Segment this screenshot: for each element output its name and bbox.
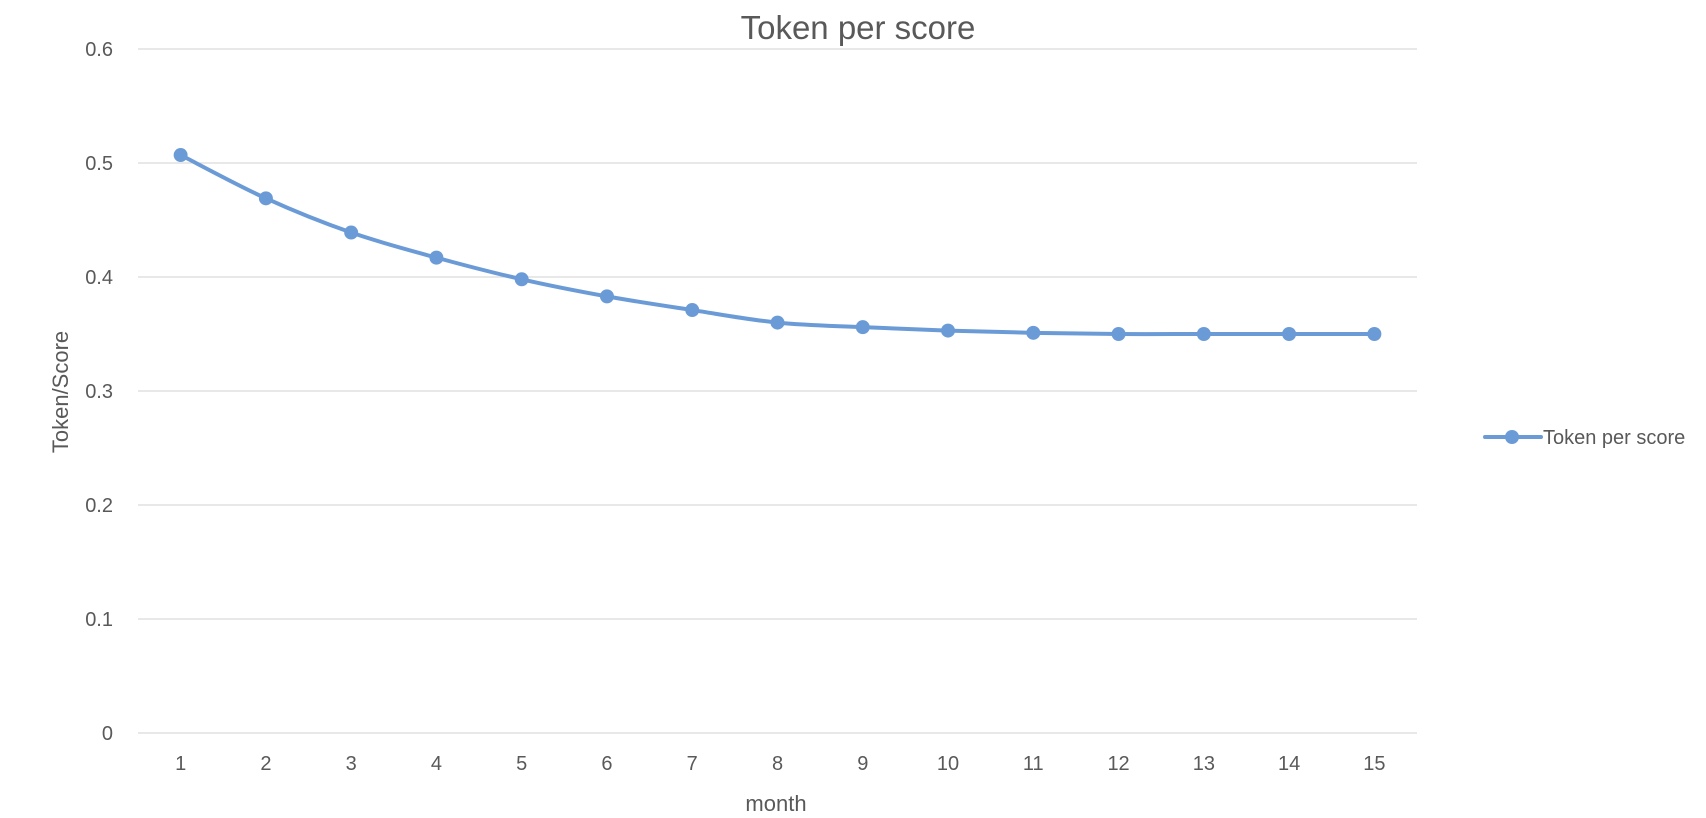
data-point xyxy=(1367,327,1382,341)
x-tick-label: 11 xyxy=(1023,753,1044,775)
x-tick-label: 1 xyxy=(175,753,186,775)
series-line xyxy=(178,153,1377,337)
data-point xyxy=(514,272,529,287)
legend-marker xyxy=(1505,430,1519,444)
data-point xyxy=(429,250,444,265)
data-point xyxy=(599,289,614,304)
chart-title: Token per score xyxy=(741,9,976,46)
data-point xyxy=(1196,327,1211,341)
series-layer xyxy=(173,148,1382,341)
x-tick-label: 9 xyxy=(857,753,868,775)
y-tick-label: 0.5 xyxy=(85,153,113,175)
data-point xyxy=(344,225,359,240)
x-tick-label: 8 xyxy=(772,753,783,775)
x-tick-label: 13 xyxy=(1193,753,1215,775)
data-point xyxy=(1026,325,1041,340)
data-point xyxy=(1111,327,1126,341)
x-tick-label: 3 xyxy=(346,753,357,775)
x-tick-label: 12 xyxy=(1107,753,1129,775)
data-point xyxy=(855,320,870,335)
y-tick-label: 0.2 xyxy=(85,495,113,517)
data-point xyxy=(770,315,785,330)
x-tick-label: 2 xyxy=(260,753,271,775)
y-tick-label: 0.4 xyxy=(85,267,113,289)
y-axis-title: Token/Score xyxy=(48,331,73,453)
y-axis-ticks: 0 0.1 0.2 0.3 0.4 0.5 0.6 xyxy=(85,39,113,745)
y-tick-label: 0.3 xyxy=(85,381,113,403)
x-tick-label: 14 xyxy=(1278,753,1300,775)
legend: Token per score xyxy=(1483,427,1685,449)
x-tick-label: 5 xyxy=(516,753,527,775)
y-tick-label: 0.6 xyxy=(85,39,113,61)
x-tick-label: 4 xyxy=(431,753,442,775)
data-point xyxy=(1282,327,1297,341)
x-tick-label: 10 xyxy=(937,753,959,775)
legend-label: Token per score xyxy=(1543,427,1685,449)
x-tick-label: 7 xyxy=(687,753,698,775)
y-tick-label: 0.1 xyxy=(85,609,113,631)
data-point xyxy=(258,191,273,206)
data-point xyxy=(941,323,956,338)
data-point xyxy=(173,148,188,163)
data-point xyxy=(685,303,700,318)
x-tick-label: 15 xyxy=(1363,753,1385,775)
x-tick-label: 6 xyxy=(601,753,612,775)
y-tick-label: 0 xyxy=(102,723,113,745)
x-axis-title: month xyxy=(745,791,806,816)
x-axis-ticks: 1 2 3 4 5 6 7 8 9 10 11 12 13 14 15 xyxy=(175,753,1385,775)
gridlines xyxy=(138,48,1417,734)
